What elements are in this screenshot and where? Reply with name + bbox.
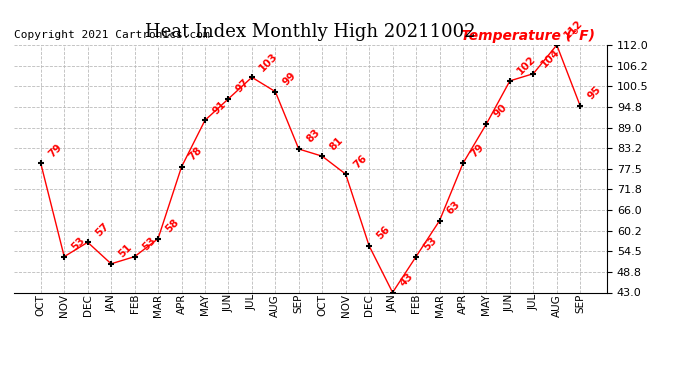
Text: 102: 102: [515, 54, 538, 77]
Text: 63: 63: [445, 199, 462, 217]
Text: 90: 90: [492, 102, 509, 120]
Text: 99: 99: [281, 70, 298, 87]
Text: 53: 53: [70, 235, 87, 252]
Text: 79: 79: [46, 142, 63, 159]
Text: 43: 43: [398, 271, 415, 288]
Text: 56: 56: [375, 224, 392, 242]
Text: 104: 104: [539, 47, 562, 69]
Text: 91: 91: [210, 99, 228, 116]
Text: 76: 76: [351, 153, 368, 170]
Text: 79: 79: [469, 142, 486, 159]
Text: 103: 103: [257, 51, 280, 73]
Text: 95: 95: [586, 85, 603, 102]
Text: 57: 57: [93, 221, 110, 238]
Text: 58: 58: [164, 217, 181, 234]
Text: 97: 97: [234, 77, 251, 94]
Text: Temperature (°F): Temperature (°F): [462, 28, 595, 42]
Text: 112: 112: [562, 18, 585, 41]
Text: 83: 83: [304, 128, 322, 145]
Title: Heat Index Monthly High 20211002: Heat Index Monthly High 20211002: [146, 22, 475, 40]
Text: 53: 53: [140, 235, 157, 252]
Text: 53: 53: [422, 235, 439, 252]
Text: Copyright 2021 Cartronics.com: Copyright 2021 Cartronics.com: [14, 30, 210, 40]
Text: 81: 81: [328, 135, 345, 152]
Text: 51: 51: [117, 242, 134, 260]
Text: 78: 78: [187, 146, 204, 163]
